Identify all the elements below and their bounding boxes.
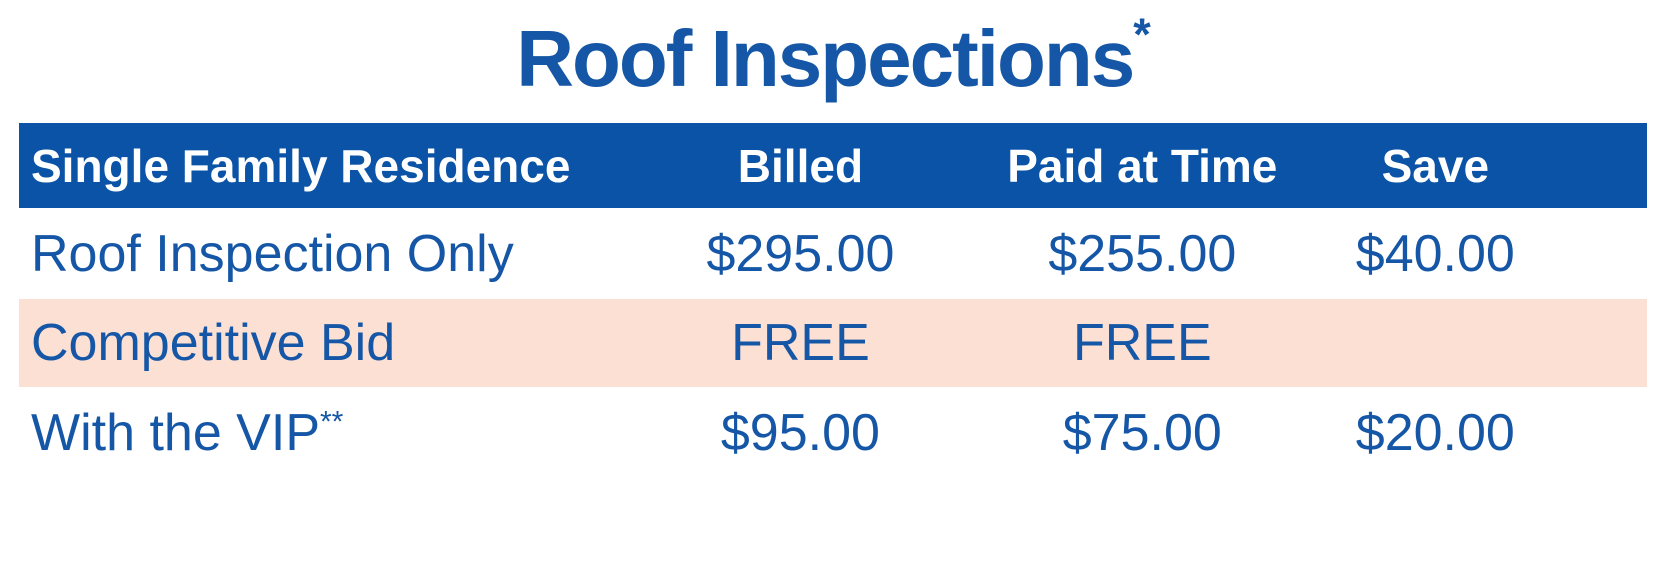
page-title: Roof Inspections* [0, 0, 1667, 123]
billed-value: $295.00 [706, 224, 895, 283]
column-header-billed: Billed [737, 139, 864, 192]
paid-at-time-value: $255.00 [1048, 224, 1237, 283]
title-footnote-asterisk: * [1133, 9, 1151, 61]
billed-value: $95.00 [720, 403, 880, 462]
table-header-row: Single Family Residence Billed Paid at T… [19, 123, 1647, 208]
column-header-paid-at-time: Paid at Time [1007, 139, 1278, 192]
column-header-save: Save [1381, 139, 1490, 192]
row-label: Roof Inspection Only [31, 224, 514, 283]
page-title-text: Roof Inspections [516, 14, 1135, 103]
save-value: $20.00 [1355, 403, 1515, 462]
pricing-table: Single Family Residence Billed Paid at T… [19, 123, 1647, 478]
billed-value: FREE [731, 314, 870, 372]
paid-at-time-value: FREE [1072, 314, 1212, 372]
save-value: $40.00 [1355, 224, 1515, 283]
row-footnote-marker: ** [320, 405, 344, 439]
row-label: With the VIP** [31, 403, 344, 462]
table-row-competitive-bid: Competitive Bid FREE FREE [19, 299, 1647, 387]
table-row-with-the-vip: With the VIP** $95.00 $75.00 $20.00 [19, 387, 1647, 478]
row-label: Competitive Bid [31, 314, 396, 372]
paid-at-time-value: $75.00 [1062, 403, 1222, 462]
column-header-single-family-residence: Single Family Residence [31, 139, 571, 192]
table-row-roof-inspection-only: Roof Inspection Only $295.00 $255.00 $40… [19, 208, 1647, 299]
